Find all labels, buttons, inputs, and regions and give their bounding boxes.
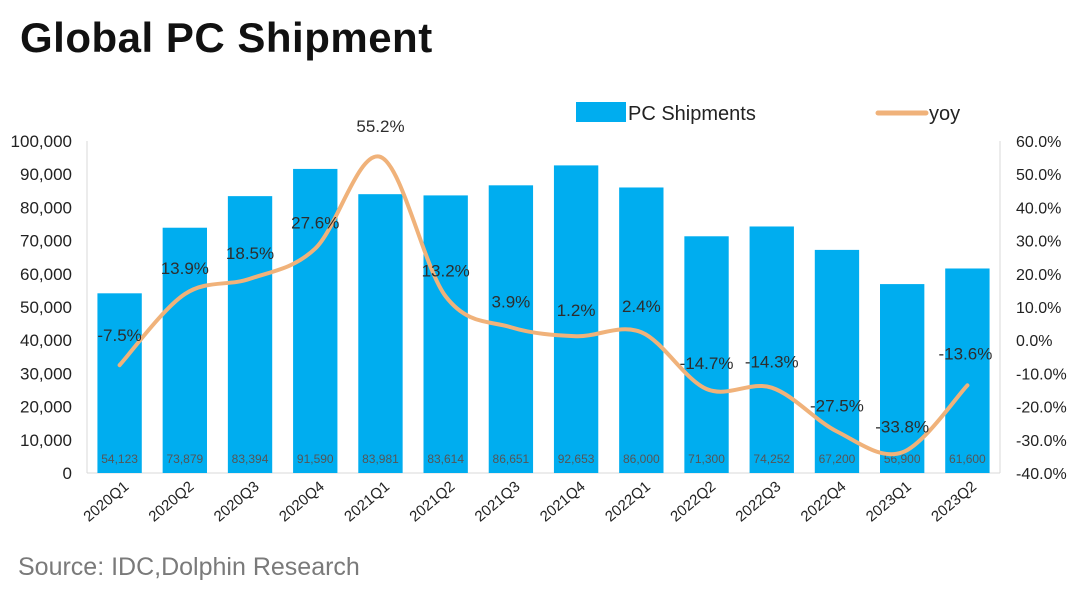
- y-right-tick-label: 10.0%: [1016, 300, 1061, 317]
- x-tick-label: 2020Q2: [146, 478, 198, 525]
- bar-2021Q2: [423, 195, 468, 473]
- y-right-tick-label: -20.0%: [1016, 400, 1067, 417]
- y-left-tick-label: 100,000: [11, 132, 72, 151]
- source-note: Source: IDC,Dolphin Research: [18, 553, 360, 581]
- bar-value-label: 54,123: [101, 452, 138, 466]
- yoy-line: [117, 154, 970, 457]
- y-right-tick-label: -40.0%: [1016, 466, 1067, 483]
- yoy-value-label: -13.6%: [938, 344, 992, 363]
- bar-2023Q2: [945, 268, 990, 473]
- y-left-tick-label: 90,000: [20, 165, 72, 184]
- yoy-value-label: -14.7%: [680, 354, 734, 373]
- bar-value-label: 73,879: [166, 452, 203, 466]
- bar-2020Q4: [293, 168, 338, 473]
- bar-2021Q4: [553, 165, 599, 474]
- chart-title: Global PC Shipment: [20, 14, 433, 61]
- y-right-tick-label: -10.0%: [1016, 366, 1067, 383]
- bar-value-label: 67,200: [819, 452, 856, 466]
- bar-2020Q1: [97, 293, 142, 473]
- x-tick-label: 2021Q1: [341, 478, 393, 525]
- y-right-tick-label: 20.0%: [1016, 267, 1061, 284]
- y-left-tick-label: 0: [63, 464, 72, 483]
- yoy-value-label: -7.5%: [97, 326, 141, 345]
- x-tick-label: 2020Q1: [80, 478, 132, 525]
- x-tick-label: 2021Q4: [537, 478, 589, 525]
- x-tick-label: 2022Q1: [602, 478, 654, 525]
- x-tick-label: 2021Q2: [406, 478, 458, 525]
- yoy-value-label: 27.6%: [291, 214, 339, 233]
- bar-value-label: 74,252: [753, 452, 790, 466]
- y-right-tick-label: 0.0%: [1016, 333, 1052, 350]
- y-left-tick-label: 40,000: [20, 331, 72, 350]
- yoy-value-label: 55.2%: [356, 117, 404, 136]
- yoy-value-label: -27.5%: [810, 397, 864, 416]
- bar-value-label: 91,590: [297, 452, 334, 466]
- bar-value-label: 86,651: [493, 452, 530, 466]
- y-right-tick-label: 40.0%: [1016, 200, 1061, 217]
- y-left-tick-label: 30,000: [20, 364, 72, 383]
- x-tick-label: 2022Q3: [732, 478, 784, 525]
- bar-2022Q3: [749, 226, 794, 473]
- x-tick-label: 2021Q3: [472, 478, 524, 525]
- bar-value-label: 92,653: [558, 452, 595, 466]
- y-left-tick-label: 80,000: [20, 198, 72, 217]
- bar-value-label: 83,981: [362, 452, 399, 466]
- bar-value-label: 86,000: [623, 452, 660, 466]
- bar-2022Q2: [684, 236, 729, 473]
- legend-label-pc-shipments: PC Shipments: [628, 103, 756, 125]
- x-tick-label: 2020Q3: [211, 478, 263, 525]
- bar-value-label: 71,300: [688, 452, 725, 466]
- legend-swatch-pc-shipments: [576, 102, 626, 122]
- x-tick-label: 2023Q1: [863, 478, 915, 525]
- y-left-tick-label: 50,000: [20, 298, 72, 317]
- yoy-value-label: 13.9%: [161, 259, 209, 278]
- y-left-tick-label: 10,000: [20, 431, 72, 450]
- legend-label-yoy: yoy: [929, 103, 960, 125]
- x-tick-label: 2023Q2: [928, 478, 980, 525]
- bar-value-label: 83,394: [232, 452, 269, 466]
- bar-2022Q4: [814, 249, 860, 473]
- y-left-tick-label: 20,000: [20, 398, 72, 417]
- yoy-value-label: -14.3%: [745, 353, 799, 372]
- bar-2021Q1: [358, 194, 403, 473]
- y-right-tick-label: 60.0%: [1016, 134, 1061, 151]
- x-tick-label: 2022Q2: [667, 478, 719, 525]
- y-right-tick-label: 30.0%: [1016, 234, 1061, 251]
- yoy-value-label: 13.2%: [422, 261, 470, 280]
- yoy-value-label: 1.2%: [557, 301, 596, 320]
- yoy-value-label: -33.8%: [875, 417, 929, 436]
- bar-2020Q3: [227, 196, 273, 473]
- yoy-value-label: 18.5%: [226, 244, 274, 263]
- x-tick-label: 2022Q4: [798, 478, 850, 525]
- yoy-value-label: 2.4%: [622, 297, 661, 316]
- yoy-value-label: 3.9%: [492, 292, 531, 311]
- y-left-tick-label: 60,000: [20, 265, 72, 284]
- y-right-tick-label: -30.0%: [1016, 433, 1067, 450]
- y-right-tick-label: 50.0%: [1016, 167, 1061, 184]
- bar-2020Q2: [162, 227, 207, 473]
- bar-value-label: 83,614: [427, 452, 464, 466]
- y-left-tick-label: 70,000: [20, 232, 72, 251]
- x-tick-label: 2020Q4: [276, 478, 328, 525]
- bar-value-label: 61,600: [949, 452, 986, 466]
